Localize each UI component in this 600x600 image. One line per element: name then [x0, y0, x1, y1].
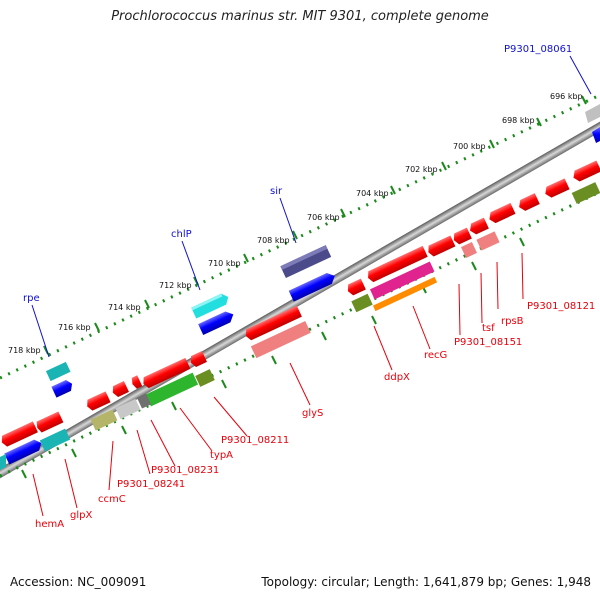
inner-strand-genes: [0, 160, 600, 448]
gene-red-arrow-6[interactable]: [451, 227, 472, 246]
scale-tick-700: 700 kbp: [453, 139, 495, 151]
scale-tick-702: 702 kbp: [405, 161, 447, 174]
gene-red-arrow-2[interactable]: [543, 178, 570, 199]
gene-red-arrow-5[interactable]: [467, 217, 489, 236]
gene-red-arrow-16[interactable]: [35, 411, 64, 433]
gene-chlP-arrow[interactable]: [198, 309, 236, 336]
gene-pink-block-glyS[interactable]: [250, 320, 311, 359]
label-chlP[interactable]: chlP: [171, 229, 192, 240]
scale-tick-704: 704 kbp: [356, 185, 396, 198]
label-typA[interactable]: typA: [210, 450, 233, 461]
scale-tick-696: 696 kbp: [550, 92, 587, 105]
gene-P9301_08061-arrow[interactable]: [592, 127, 600, 143]
gene-red-arrow-3[interactable]: [517, 193, 540, 212]
inner-track-ticks: [21, 237, 525, 479]
label-ccmC[interactable]: ccmC: [98, 494, 126, 505]
genome-backbone: [0, 86, 600, 514]
tick-label-714: 714 kbp: [108, 303, 141, 312]
gene-red-arrow-12[interactable]: [141, 357, 191, 390]
tick-label-708: 708 kbp: [257, 236, 290, 245]
label-P9301_08231[interactable]: P9301_08231: [151, 465, 219, 476]
gene-red-arrow-13[interactable]: [130, 375, 143, 389]
label-P9301_08061[interactable]: P9301_08061: [504, 44, 572, 55]
label-P9301_08211[interactable]: P9301_08211: [221, 435, 289, 446]
label-tsf[interactable]: tsf: [482, 323, 495, 334]
map-title: Prochlorococcus marinus str. MIT 9301, c…: [111, 9, 489, 24]
label-ddpX[interactable]: ddpX: [384, 372, 410, 383]
gene-red-arrow-15[interactable]: [85, 391, 111, 412]
outer-strand-genes: [0, 104, 600, 470]
genome-summary-text: Topology: circular; Length: 1,641,879 bp…: [261, 575, 591, 589]
scale-tick-708: 708 kbp: [257, 230, 298, 245]
gene-lightgray-block[interactable]: [115, 398, 141, 420]
scale-tick-716: 716 kbp: [58, 322, 100, 332]
tick-label-712: 712 kbp: [159, 281, 192, 290]
tick-label-710: 710 kbp: [208, 259, 241, 268]
tick-label-716: 716 kbp: [58, 323, 91, 332]
gene-sir-arrow[interactable]: [288, 270, 338, 302]
tick-label-702: 702 kbp: [405, 165, 438, 174]
gene-chlP-block[interactable]: [191, 292, 231, 319]
label-P9301_08151[interactable]: P9301_08151: [454, 337, 522, 348]
gene-gray-block[interactable]: [136, 393, 152, 409]
gene-red-arrow-8[interactable]: [366, 245, 428, 284]
tick-label-718: 718 kbp: [8, 346, 41, 355]
gene-red-arrow-10[interactable]: [243, 305, 302, 342]
label-rpsB[interactable]: rpsB: [501, 316, 524, 327]
tick-label-698: 698 kbp: [502, 116, 535, 125]
accession-text: Accession: NC_009091: [10, 575, 147, 589]
gene-red-arrow-14[interactable]: [110, 381, 129, 398]
gene-pink-block-2[interactable]: [476, 231, 500, 251]
inner-callouts: [32, 252, 524, 517]
gene-hemA-blue-arrow[interactable]: [4, 438, 44, 465]
gene-red-arrow-11[interactable]: [188, 351, 207, 368]
gene-red-arrow-4[interactable]: [487, 202, 516, 225]
gene-red-arrow-7[interactable]: [426, 235, 456, 257]
scale-tick-714: 714 kbp: [108, 299, 150, 312]
gene-olive-block-2[interactable]: [351, 293, 373, 313]
gene-magenta-block[interactable]: [369, 261, 435, 300]
scale-tick-698: 698 kbp: [502, 116, 542, 127]
label-glyS[interactable]: glyS: [302, 408, 323, 419]
outer-callouts: [31, 55, 592, 358]
gene-olive-block-3[interactable]: [195, 369, 215, 387]
gene-red-arrow-9[interactable]: [345, 278, 366, 297]
scale-tick-706: 706 kbp: [307, 208, 346, 222]
gene-edge-cyan: [0, 454, 6, 470]
label-sir[interactable]: sir: [270, 186, 283, 197]
gene-green-block-typA[interactable]: [145, 372, 199, 407]
label-P9301_08241[interactable]: P9301_08241: [117, 479, 185, 490]
label-rpe[interactable]: rpe: [23, 293, 40, 304]
tick-label-696: 696 kbp: [550, 92, 583, 101]
tick-label-704: 704 kbp: [356, 189, 389, 198]
gene-orange-block[interactable]: [372, 276, 438, 312]
gene-rpe-block[interactable]: [45, 361, 71, 382]
gene-red-arrow-1[interactable]: [571, 160, 600, 183]
gene-rpe-arrow[interactable]: [51, 378, 74, 398]
gene-P9301_08061-block[interactable]: [585, 104, 600, 123]
label-hemA[interactable]: hemA: [35, 519, 64, 530]
scale-tick-718: 718 kbp: [8, 345, 49, 355]
tick-label-706: 706 kbp: [307, 213, 340, 222]
gene-sir-block[interactable]: [280, 245, 332, 279]
tick-label-700: 700 kbp: [453, 142, 486, 151]
gene-glpX-cyan[interactable]: [39, 428, 71, 452]
label-glpX[interactable]: glpX: [70, 510, 92, 521]
scale-tick-712: 712 kbp: [159, 276, 199, 290]
gene-pink-block-1[interactable]: [461, 242, 477, 258]
label-P9301_08121[interactable]: P9301_08121: [527, 301, 595, 312]
label-recG[interactable]: recG: [424, 350, 447, 361]
scale-tick-710: 710 kbp: [208, 253, 249, 268]
gene-olive-block-1[interactable]: [571, 182, 600, 204]
gene-red-arrow-17[interactable]: [0, 421, 38, 448]
gene-khaki-block[interactable]: [90, 409, 118, 431]
